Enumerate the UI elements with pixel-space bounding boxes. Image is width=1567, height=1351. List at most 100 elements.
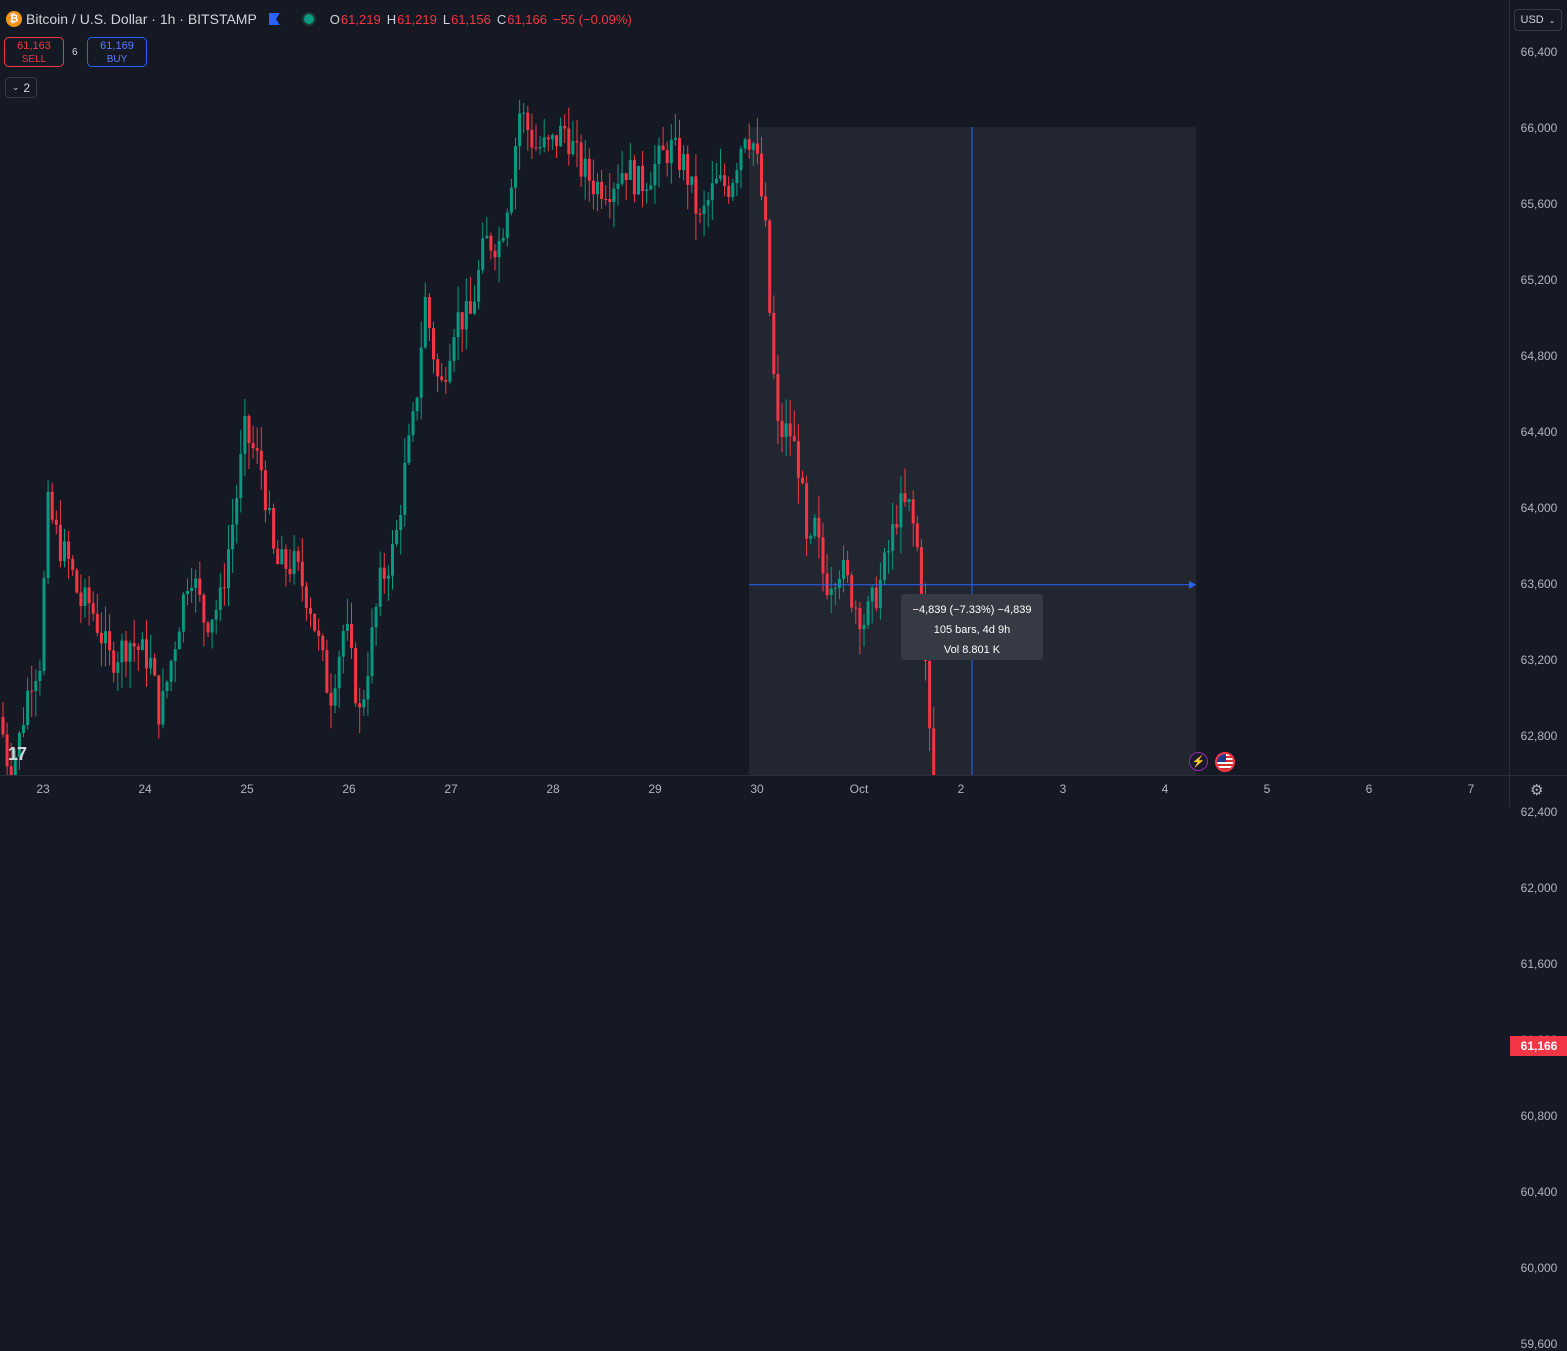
candle-up — [710, 183, 714, 201]
candle-up — [423, 296, 427, 348]
close-value: 61,166 — [507, 11, 547, 27]
low-label: L — [442, 11, 451, 27]
candle-up — [173, 649, 177, 662]
time-axis[interactable]: 23 24 25 26 27 28 29 30 Oct 2 3 4 5 6 7 — [0, 775, 1509, 808]
close-label: C — [496, 11, 507, 27]
candle-up — [337, 656, 341, 689]
candle-down — [108, 631, 112, 651]
candle-up — [42, 578, 46, 671]
candle-down — [796, 441, 800, 478]
flag-icon[interactable] — [268, 13, 280, 25]
candle-up — [583, 158, 587, 177]
candle-up — [866, 601, 870, 626]
candle-down — [157, 675, 161, 725]
axis-corner: ⚙ — [1509, 775, 1567, 807]
candle-up — [907, 499, 911, 502]
candle-down — [604, 198, 608, 200]
candle-up — [227, 549, 230, 589]
candle-down — [296, 551, 300, 562]
candle-down — [915, 523, 919, 548]
price-axis[interactable]: USD ⌄ 59,60060,00060,40060,80061,20061,6… — [1509, 0, 1567, 1351]
indicators-toggle-button[interactable]: ⌄ 2 — [5, 77, 37, 98]
candle-down — [805, 483, 809, 539]
candle-up — [514, 146, 517, 188]
sell-label: SELL — [21, 54, 47, 65]
candle-down — [67, 541, 71, 559]
candle-up — [391, 544, 394, 576]
candle-down — [247, 416, 251, 443]
candle-down — [222, 587, 226, 589]
candle-up — [887, 550, 891, 553]
candle-up — [809, 536, 813, 539]
candle-up — [657, 145, 661, 164]
candle-up — [165, 681, 169, 691]
price-tick: 63,200 — [1520, 653, 1558, 667]
candle-up — [116, 662, 120, 673]
symbol-title[interactable]: Bitcoin / U.S. Dollar · 1h · BITSTAMP — [26, 11, 257, 27]
candle-down — [694, 176, 698, 214]
candles-group — [1, 99, 936, 775]
market-status-icon[interactable] — [303, 14, 314, 24]
candle-up — [485, 235, 489, 239]
candle-down — [874, 587, 878, 609]
candle-down — [591, 180, 595, 195]
candle-up — [452, 337, 456, 361]
lightning-event-icon[interactable]: ⚡ — [1189, 752, 1208, 771]
price-tick: 62,000 — [1520, 881, 1558, 895]
candle-up — [26, 690, 30, 726]
candle-up — [878, 579, 882, 609]
candle-up — [292, 551, 296, 575]
price-tick: 65,600 — [1520, 197, 1558, 211]
candle-down — [30, 690, 34, 692]
candle-down — [624, 173, 628, 181]
candle-up — [333, 688, 337, 706]
candle-up — [673, 137, 677, 140]
spread-value: 6 — [72, 47, 78, 58]
candle-down — [760, 153, 763, 197]
time-tick: 24 — [138, 782, 152, 796]
measure-volume: Vol 8.801 K — [943, 644, 1001, 656]
symbol-legend: ₿ Bitcoin / U.S. Dollar · 1h · BITSTAMP … — [6, 9, 638, 29]
price-chart[interactable] — [0, 0, 1509, 775]
time-tick: 27 — [444, 782, 458, 796]
candle-down — [493, 250, 497, 258]
candle-up — [341, 630, 345, 657]
currency-select[interactable]: USD ⌄ — [1514, 9, 1562, 31]
tradingview-logo[interactable]: 17 — [8, 744, 27, 764]
settings-gear-icon[interactable]: ⚙ — [1530, 782, 1544, 799]
price-tick: 60,000 — [1520, 1261, 1558, 1275]
candle-up — [218, 587, 222, 610]
candle-up — [378, 567, 382, 608]
candle-up — [140, 639, 144, 650]
candle-down — [932, 728, 936, 775]
candle-down — [329, 692, 333, 706]
candle-up — [83, 587, 87, 607]
us-flag-event-icon[interactable] — [1215, 752, 1235, 772]
candle-down — [79, 592, 83, 607]
candle-down — [641, 166, 645, 192]
candle-up — [239, 454, 243, 498]
candle-down — [817, 517, 821, 538]
candle-down — [632, 160, 636, 195]
candle-down — [575, 141, 579, 143]
candle-down — [821, 537, 825, 574]
time-tick: 5 — [1263, 782, 1271, 796]
candle-up — [149, 657, 153, 669]
candle-down — [678, 137, 681, 171]
candle-down — [276, 548, 280, 565]
sell-button[interactable]: 61,163 SELL — [4, 37, 64, 67]
candle-down — [153, 657, 157, 676]
candle-up — [280, 549, 284, 565]
candle-down — [747, 139, 751, 150]
candle-down — [288, 568, 292, 575]
candle-up — [366, 676, 370, 700]
candle-up — [829, 588, 833, 596]
buy-button[interactable]: 61,169 BUY — [87, 37, 147, 67]
chevron-down-icon: ⌄ — [11, 82, 20, 92]
candle-up — [735, 170, 739, 184]
candle-down — [198, 578, 202, 595]
candle-up — [883, 552, 886, 580]
candle-down — [54, 519, 58, 525]
candle-down — [530, 129, 534, 148]
price-tick: 62,400 — [1520, 805, 1558, 819]
